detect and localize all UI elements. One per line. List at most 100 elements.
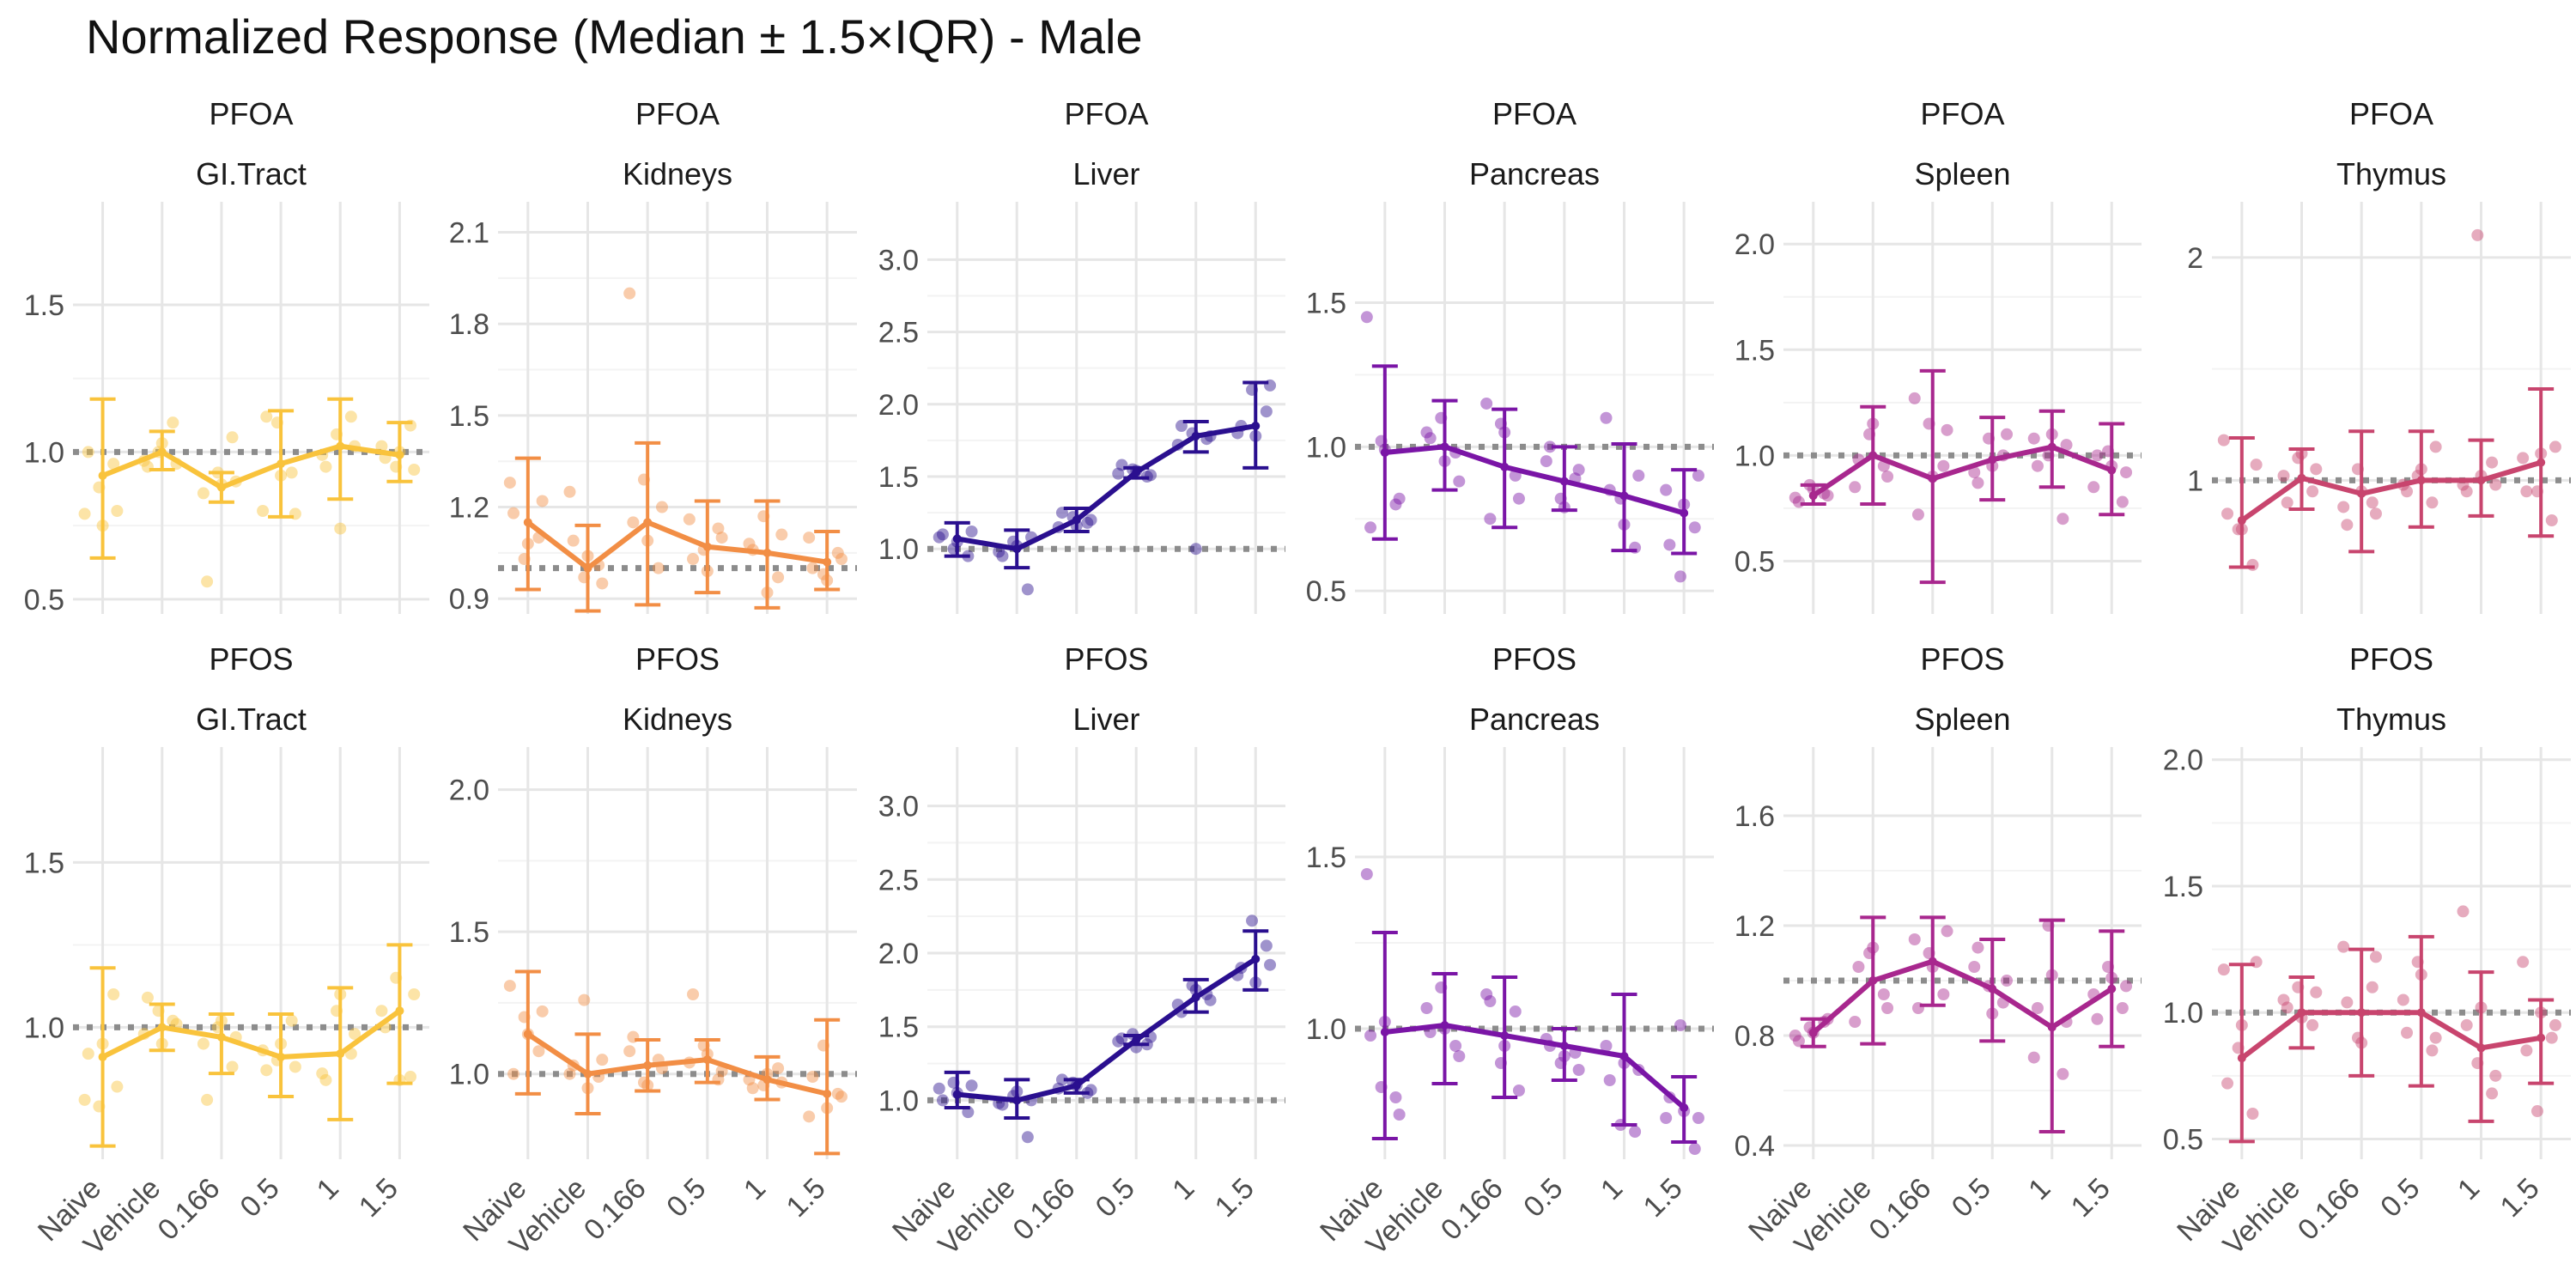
data-point (1449, 1040, 1462, 1052)
data-point (2057, 513, 2069, 526)
median-point (1500, 1031, 1510, 1040)
strip-compound-label: PFOA (635, 96, 720, 131)
data-point (1674, 1019, 1686, 1031)
median-point (216, 1032, 226, 1042)
data-point (226, 1060, 239, 1073)
data-point (503, 477, 516, 489)
median-point (1988, 984, 1997, 993)
median-point (762, 1075, 772, 1084)
median-point (1559, 477, 1569, 486)
data-point (1792, 495, 1805, 508)
data-point (831, 546, 844, 559)
data-point (197, 487, 210, 500)
strip-organ-label: Thymus (2336, 156, 2446, 191)
data-point (1941, 925, 1953, 938)
data-point (404, 1071, 417, 1083)
x-tick-label: 0.5 (1517, 1172, 1569, 1224)
data-point (1572, 1064, 1585, 1076)
median-point (336, 441, 345, 451)
y-tick-label: 1.0 (24, 1012, 64, 1044)
strip-organ-label: Kidneys (623, 156, 732, 191)
data-point (596, 577, 609, 590)
data-point (2471, 228, 2484, 241)
data-point (1629, 1126, 1642, 1138)
median-point (2416, 476, 2426, 485)
strip-organ-label: Thymus (2336, 702, 2446, 737)
data-point (1021, 583, 1034, 596)
median-point (1868, 976, 1878, 985)
data-point (936, 1094, 949, 1107)
data-point (1789, 1030, 1801, 1042)
data-point (2429, 440, 2442, 453)
median-point (2476, 1043, 2486, 1053)
x-tick-label: 1.5 (1637, 1172, 1689, 1224)
median-point (157, 447, 167, 457)
data-point (2031, 1002, 2044, 1014)
data-point (344, 410, 357, 423)
y-tick-label: 0.5 (24, 584, 64, 617)
y-tick-label: 1.0 (2163, 997, 2203, 1030)
y-tick-label: 1.5 (878, 1012, 919, 1044)
data-point (2486, 1087, 2499, 1100)
data-point (2310, 986, 2323, 999)
median-point (276, 1052, 286, 1061)
data-point (2517, 956, 2530, 969)
data-point (2120, 466, 2133, 479)
median-line (1384, 1023, 1686, 1110)
data-point (1692, 469, 1704, 482)
data-point (2281, 496, 2293, 509)
data-point (2341, 996, 2354, 1009)
data-point (1509, 1005, 1522, 1018)
data-point (532, 1045, 545, 1058)
data-point (1600, 411, 1613, 424)
data-point (772, 1062, 785, 1075)
y-tick-label: 1.5 (2163, 871, 2203, 903)
y-tick-label: 2.5 (878, 864, 919, 896)
median-line (957, 423, 1256, 552)
data-point (2057, 1067, 2069, 1080)
data-point (2027, 1051, 2040, 1064)
data-point (1420, 426, 1433, 439)
median-point (1380, 448, 1389, 458)
x-tick-label: 0.5 (1946, 1172, 1997, 1224)
data-point (2545, 514, 2558, 527)
data-point (316, 1067, 329, 1080)
data-point (111, 1080, 124, 1093)
data-point (1688, 1143, 1701, 1155)
x-tick-label: 0.166 (2292, 1172, 2366, 1247)
panel-pfoa-kidneys: PFOA Kidneys 0.9 1.2 1.5 1.8 2.1 (449, 96, 857, 616)
data-point (2277, 470, 2290, 483)
strip-organ-label: GI.Tract (196, 156, 307, 191)
x-tick-label: 1.5 (353, 1172, 404, 1224)
median-point (1928, 957, 1937, 966)
data-point (2001, 428, 2014, 440)
data-point (835, 1091, 848, 1103)
data-point (2426, 1044, 2439, 1057)
median-point (583, 1069, 592, 1078)
strip-compound-label: PFOA (1920, 96, 2004, 131)
data-point (2369, 951, 2382, 963)
median-point (1808, 491, 1818, 501)
data-point (2337, 940, 2350, 953)
data-point (167, 416, 179, 429)
data-point (1908, 392, 1921, 404)
data-point (775, 528, 788, 541)
median-point (2107, 984, 2117, 993)
data-point (933, 531, 945, 544)
median-line (101, 1008, 402, 1060)
median-line (1811, 958, 2113, 1036)
data-point (2277, 993, 2290, 1006)
median-line (101, 443, 400, 490)
strip-organ-label: Spleen (1914, 156, 2010, 191)
y-tick-label: 1.6 (1735, 800, 1775, 833)
panel-pfoa-liver: PFOA Liver 1.0 1.5 2.0 2.5 3.0 (878, 96, 1285, 614)
y-tick-label: 2.5 (878, 317, 919, 349)
data-point (1364, 1030, 1377, 1042)
data-point (596, 1054, 609, 1066)
data-point (2306, 485, 2319, 498)
data-point (715, 532, 728, 544)
data-point (1941, 423, 1953, 436)
data-point (536, 495, 549, 507)
data-point (1881, 1002, 1894, 1014)
